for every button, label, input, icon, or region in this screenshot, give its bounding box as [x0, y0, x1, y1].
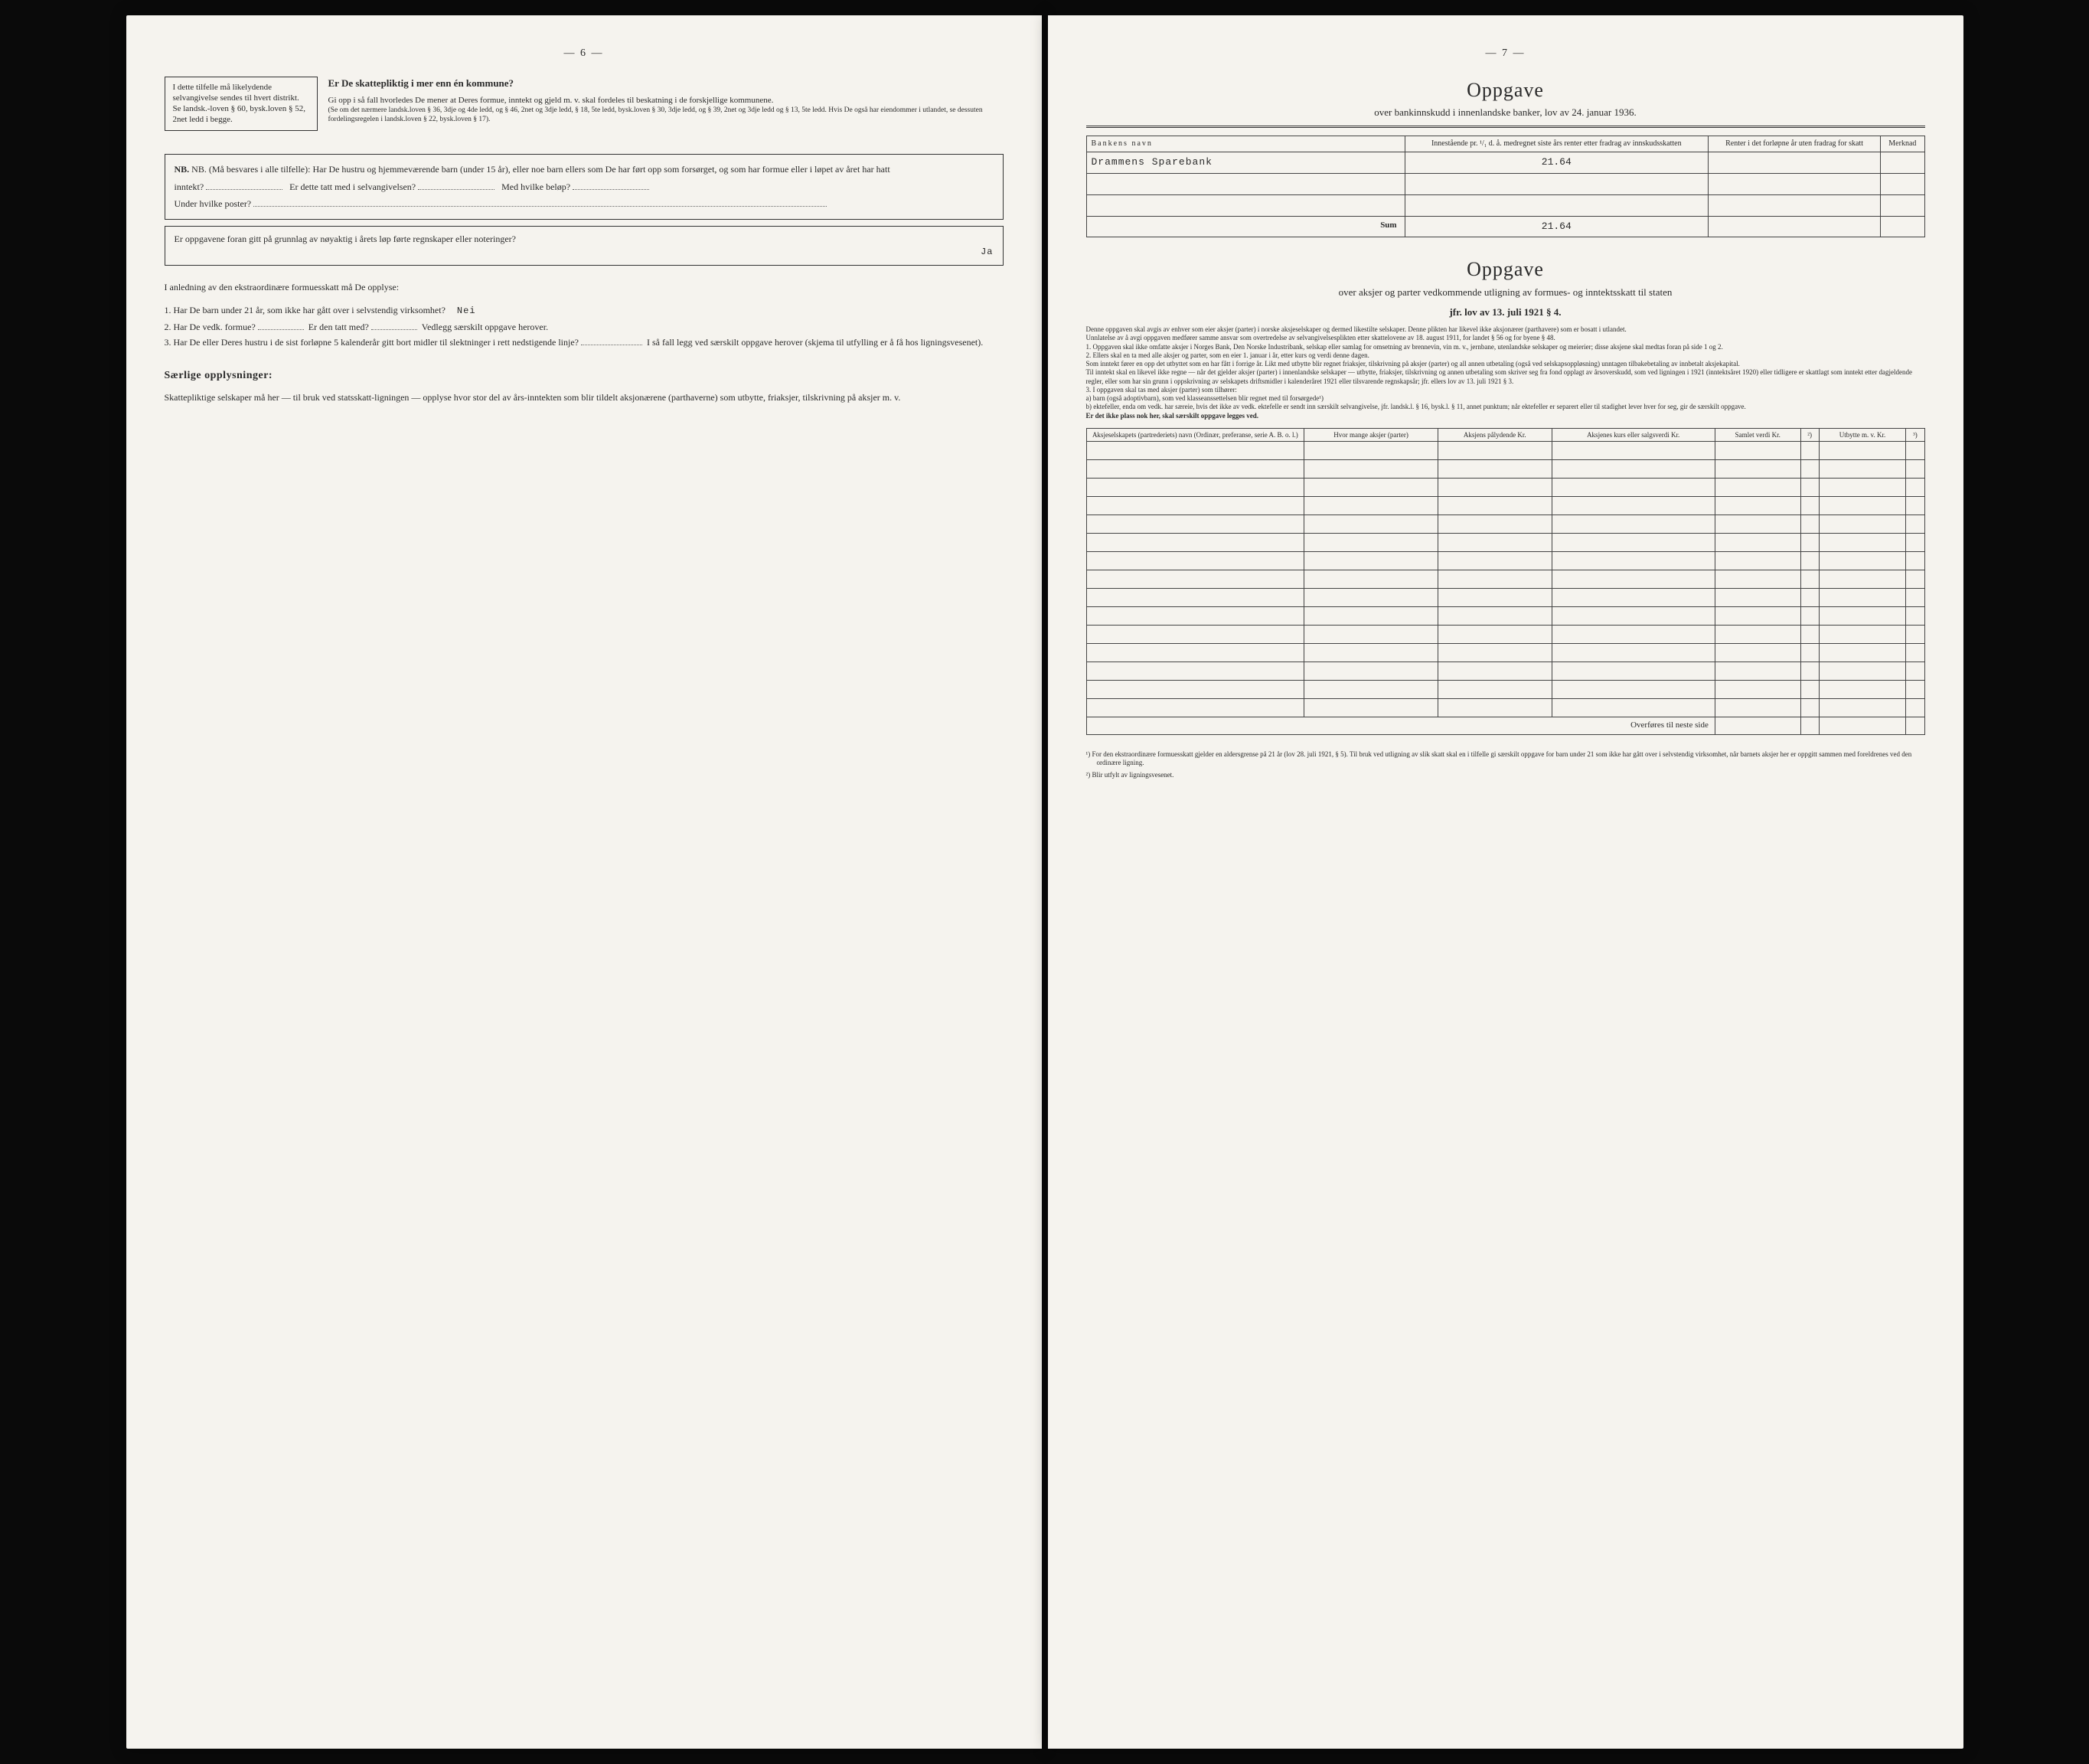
blank-field [253, 206, 827, 207]
bank-name-cell: Drammens Sparebank [1086, 152, 1405, 174]
sum-value: 21.64 [1405, 217, 1708, 237]
bank-balance-cell: 21.64 [1405, 152, 1708, 174]
bank-subtitle: over bankinnskudd i innenlandske banker,… [1086, 106, 1925, 119]
blank-field [573, 189, 649, 190]
answer-value: Ja [175, 246, 994, 259]
shares-th-nominal: Aksjens pålydende Kr. [1438, 428, 1552, 441]
sum-label: Sum [1086, 217, 1405, 237]
bank-th-note: Merknad [1881, 136, 1924, 152]
nb-label: NB. [175, 164, 190, 175]
footnotes: ¹) For den ekstraordinære formuesskatt g… [1086, 750, 1925, 780]
blank-field [418, 189, 495, 190]
q1-answer: Nei [457, 305, 476, 316]
special-info-heading: Særlige opplysninger: [165, 368, 1004, 384]
bank-row: Drammens Sparebank 21.64 [1086, 152, 1924, 174]
commune-intro1: Gi opp i så fall hvorledes De mener at D… [328, 95, 1004, 106]
bank-note-cell [1881, 152, 1924, 174]
shares-th-count: Hvor mange aksjer (parter) [1304, 428, 1438, 441]
carry-row: Overføres til neste side [1086, 717, 1924, 734]
bank-interest-cell [1709, 152, 1881, 174]
commune-intro2: (Se om det nærmere landsk.loven § 36, 3d… [328, 106, 1004, 125]
bank-title: Oppgave [1086, 77, 1925, 104]
bank-row-empty [1086, 174, 1924, 195]
nb-box: NB. NB. (Må besvares i alle tilfelle): H… [165, 154, 1004, 220]
page-6: — 6 — I dette tilfelle må likelydende se… [126, 15, 1042, 1749]
commune-heading: Er De skattepliktig i mer enn én kommune… [328, 77, 1004, 90]
shares-th-fn3: ³) [1906, 428, 1924, 441]
nb-q3: Med hvilke beløp? [501, 181, 570, 192]
bank-sum-row: Sum 21.64 [1086, 217, 1924, 237]
shares-th-total: Samlet verdi Kr. [1715, 428, 1800, 441]
nb-inntekt: inntekt? [175, 181, 204, 192]
special-info-text: Skattepliktige selskaper må her — til br… [165, 390, 1004, 405]
carry-label: Overføres til neste side [1086, 717, 1715, 734]
shares-th-name: Aksjeselskapets (partrederiets) navn (Or… [1086, 428, 1304, 441]
bank-deposit-table: Bankens navn Innestående pr. ¹/₁ d. å. m… [1086, 136, 1925, 237]
bank-th-name: Bankens navn [1086, 136, 1405, 152]
footnote-1: ¹) For den ekstraordinære formuesskatt g… [1086, 750, 1925, 768]
divider [1086, 126, 1925, 128]
shares-tbody: Overføres til neste side [1086, 442, 1924, 734]
answer-box: Er oppgavene foran gitt på grunnlag av n… [165, 226, 1004, 266]
shares-title: Oppgave [1086, 256, 1925, 283]
shares-th-fn2: ²) [1800, 428, 1819, 441]
nb-text: NB. (Må besvares i alle tilfelle): Har D… [191, 164, 889, 175]
footnote-2: ²) Blir utfylt av ligningsvesenet. [1086, 771, 1925, 780]
question-2: 2. Har De vedk. formue? Er den tatt med?… [178, 319, 1004, 335]
nb-q4: Under hvilke poster? [175, 198, 252, 209]
question-3: 3. Har De eller Deres hustru i de sist f… [178, 335, 1004, 350]
page-number-right: — 7 — [1086, 46, 1925, 61]
blank-field [206, 189, 282, 190]
shares-subtitle-b: jfr. lov av 13. juli 1921 § 4. [1086, 305, 1925, 319]
extra-tax-intro: I anledning av den ekstraordinære formue… [165, 279, 1004, 295]
bank-row-empty [1086, 195, 1924, 217]
commune-question-block: Er De skattepliktig i mer enn én kommune… [328, 77, 1004, 131]
answer-question: Er oppgavene foran gitt på grunnlag av n… [175, 233, 994, 246]
nb-q2: Er dette tatt med i selvangivelsen? [289, 181, 416, 192]
shares-instructions: Denne oppgaven skal avgis av enhver som … [1086, 325, 1925, 420]
question-1: 1. Har De barn under 21 år, som ikke har… [178, 302, 1004, 318]
shares-th-rate: Aksjenes kurs eller salgsverdi Kr. [1552, 428, 1715, 441]
shares-th-dividend: Utbytte m. v. Kr. [1819, 428, 1906, 441]
shares-table: Aksjeselskapets (partrederiets) navn (Or… [1086, 428, 1925, 735]
page-7: — 7 — Oppgave over bankinnskudd i innenl… [1048, 15, 1963, 1749]
shares-subtitle-a: over aksjer og parter vedkommende utlign… [1086, 286, 1925, 299]
bank-th-interest: Renter i det forløpne år uten fradrag fo… [1709, 136, 1881, 152]
document-spread: — 6 — I dette tilfelle må likelydende se… [126, 15, 1963, 1749]
note-box: I dette tilfelle må likelydende selvangi… [165, 77, 318, 131]
top-section: I dette tilfelle må likelydende selvangi… [165, 77, 1004, 131]
page-number-left: — 6 — [165, 46, 1004, 61]
bank-th-balance: Innestående pr. ¹/₁ d. å. medregnet sist… [1405, 136, 1708, 152]
